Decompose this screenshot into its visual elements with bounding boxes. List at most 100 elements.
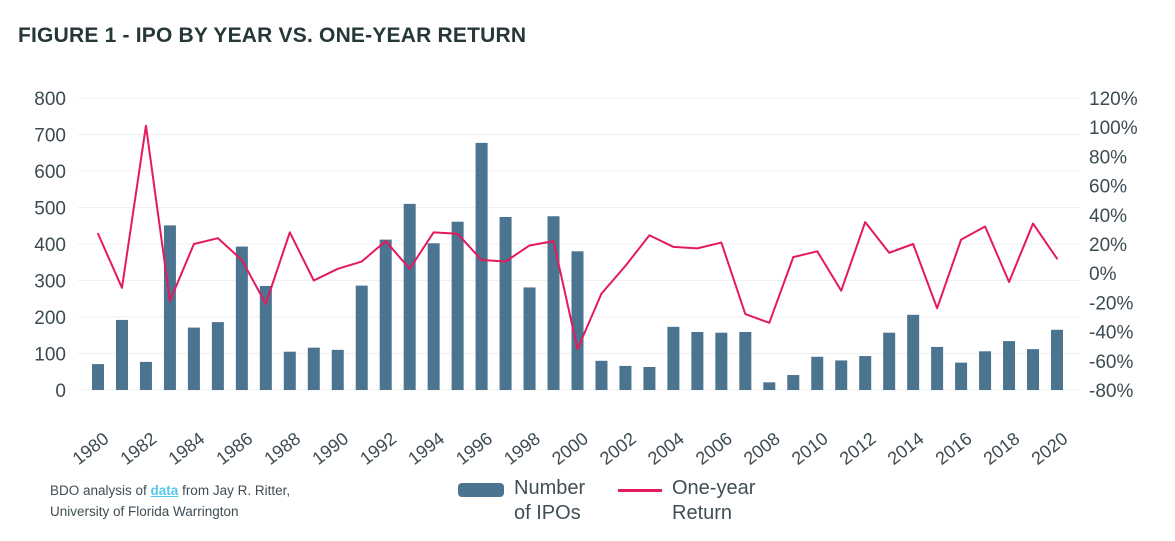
ipo-bar-1988 <box>283 351 296 390</box>
x-axis-tick-label: 2004 <box>644 428 688 468</box>
ipo-bar-1987 <box>259 285 272 390</box>
legend-text: Number <box>514 477 586 499</box>
ipo-bar-2017 <box>979 351 992 390</box>
ipo-bar-1983 <box>163 225 176 390</box>
left-axis-tick-label: 300 <box>34 272 66 293</box>
source-note: BDO analysis of data from Jay R. Ritter,… <box>50 480 290 522</box>
left-axis-tick-label: 200 <box>34 308 66 329</box>
left-axis-tick-label: 100 <box>34 345 66 366</box>
left-axis-tick-label: 500 <box>34 199 66 220</box>
chart-legend: Number of IPOs One-year Return <box>458 476 764 526</box>
x-axis-tick-label: 2020 <box>1028 428 1072 468</box>
ipo-bar-2016 <box>955 362 968 390</box>
x-axis-tick-label: 2018 <box>980 428 1024 468</box>
ipo-bar-2000 <box>571 251 584 390</box>
x-axis-tick-label: 2010 <box>788 428 832 468</box>
ipo-bar-1995 <box>451 221 464 390</box>
ipo-bar-2006 <box>715 332 728 390</box>
right-axis-tick-label: 120% <box>1089 89 1138 110</box>
legend-text: of IPOs <box>514 502 581 524</box>
ipo-bar-2002 <box>619 365 632 390</box>
x-axis-tick-label: 1998 <box>500 428 544 468</box>
x-axis-tick-label: 1984 <box>164 428 208 468</box>
left-axis-tick-label: 800 <box>34 89 66 110</box>
left-axis-tick-label: 0 <box>55 381 66 402</box>
ipo-bar-1999 <box>547 216 560 390</box>
x-axis-tick-label: 1992 <box>356 428 400 468</box>
figure-title: FIGURE 1 - IPO BY YEAR VS. ONE-YEAR RETU… <box>18 24 527 47</box>
x-axis-tick-label: 2016 <box>932 428 976 468</box>
ipo-bar-2001 <box>595 360 608 390</box>
x-axis-tick-label: 1996 <box>452 428 496 468</box>
ipo-bar-2007 <box>739 331 752 390</box>
ipo-bar-2005 <box>691 331 704 390</box>
legend-text: Return <box>672 502 733 524</box>
right-axis-tick-label: -80% <box>1089 381 1133 402</box>
ipo-bar-1986 <box>235 246 248 390</box>
ipo-bar-1994 <box>427 243 440 390</box>
ipo-bar-1985 <box>211 322 224 390</box>
data-link[interactable]: data <box>150 483 179 498</box>
ipo-bar-2009 <box>787 375 800 390</box>
ipo-bar-2008 <box>763 382 776 390</box>
right-axis-tick-label: 20% <box>1089 235 1127 256</box>
ipo-bar-1997 <box>499 216 512 390</box>
ipo-bar-1982 <box>139 361 152 390</box>
ipo-bar-2013 <box>883 332 896 390</box>
x-axis-tick-label: 1982 <box>117 428 161 468</box>
right-axis-tick-label: 60% <box>1089 177 1127 198</box>
legend-label-one-year-return: One-year Return <box>672 476 764 526</box>
left-axis-tick-label: 700 <box>34 126 66 147</box>
legend-line-swatch <box>618 489 662 492</box>
ipo-bar-1996 <box>475 142 488 390</box>
ipo-bar-1992 <box>379 239 392 390</box>
ipo-bar-2014 <box>907 314 920 390</box>
right-axis-tick-label: -20% <box>1089 293 1133 314</box>
right-axis-tick-label: 0% <box>1089 264 1117 285</box>
ipo-bar-2004 <box>667 326 680 390</box>
right-axis-tick-label: 80% <box>1089 147 1127 168</box>
ipo-bar-2020 <box>1051 329 1063 390</box>
right-axis-tick-label: 40% <box>1089 206 1127 227</box>
ipo-bar-1980 <box>92 364 104 390</box>
ipo-bar-2011 <box>835 360 848 390</box>
left-axis-tick-label: 400 <box>34 235 66 256</box>
x-axis-tick-label: 2012 <box>836 428 880 468</box>
ipo-bar-1984 <box>187 327 200 390</box>
legend-label-number-of-ipos: Number of IPOs <box>514 476 606 526</box>
ipo-bar-2015 <box>931 346 944 390</box>
source-text: from Jay R. Ritter, <box>178 483 291 498</box>
source-text: BDO analysis of <box>50 483 151 498</box>
ipo-bar-1989 <box>307 347 320 390</box>
x-axis-tick-label: 1994 <box>404 428 448 468</box>
right-axis-tick-label: 100% <box>1089 118 1138 139</box>
source-text: University of Florida Warrington <box>50 504 239 519</box>
legend-bar-swatch <box>458 483 504 497</box>
ipo-bar-1990 <box>331 349 344 390</box>
x-axis-tick-label: 1980 <box>69 428 113 468</box>
x-axis-tick-label: 1988 <box>260 428 304 468</box>
legend-text: One-year <box>672 477 756 499</box>
x-axis-tick-label: 2008 <box>740 428 784 468</box>
ipo-bar-1991 <box>355 285 368 390</box>
ipo-bar-2003 <box>643 367 656 390</box>
x-axis-tick-label: 1990 <box>308 428 352 468</box>
ipo-bar-1993 <box>403 203 416 390</box>
one-year-return-line <box>97 124 1058 351</box>
ipo-bar-2018 <box>1003 341 1016 390</box>
x-axis-tick-label: 2002 <box>596 428 640 468</box>
right-axis-tick-label: -60% <box>1089 352 1133 373</box>
ipo-bar-1998 <box>523 287 536 390</box>
x-axis-tick-label: 2006 <box>692 428 736 468</box>
ipo-bar-2012 <box>859 356 872 390</box>
x-axis-tick-label: 2014 <box>884 428 928 468</box>
right-axis-tick-label: -40% <box>1089 323 1133 344</box>
ipo-bar-2019 <box>1027 349 1040 390</box>
ipo-bar-2010 <box>811 356 824 390</box>
left-axis-tick-label: 600 <box>34 162 66 183</box>
x-axis-tick-label: 1986 <box>212 428 256 468</box>
x-axis-tick-label: 2000 <box>548 428 592 468</box>
ipo-bar-1981 <box>115 319 128 390</box>
